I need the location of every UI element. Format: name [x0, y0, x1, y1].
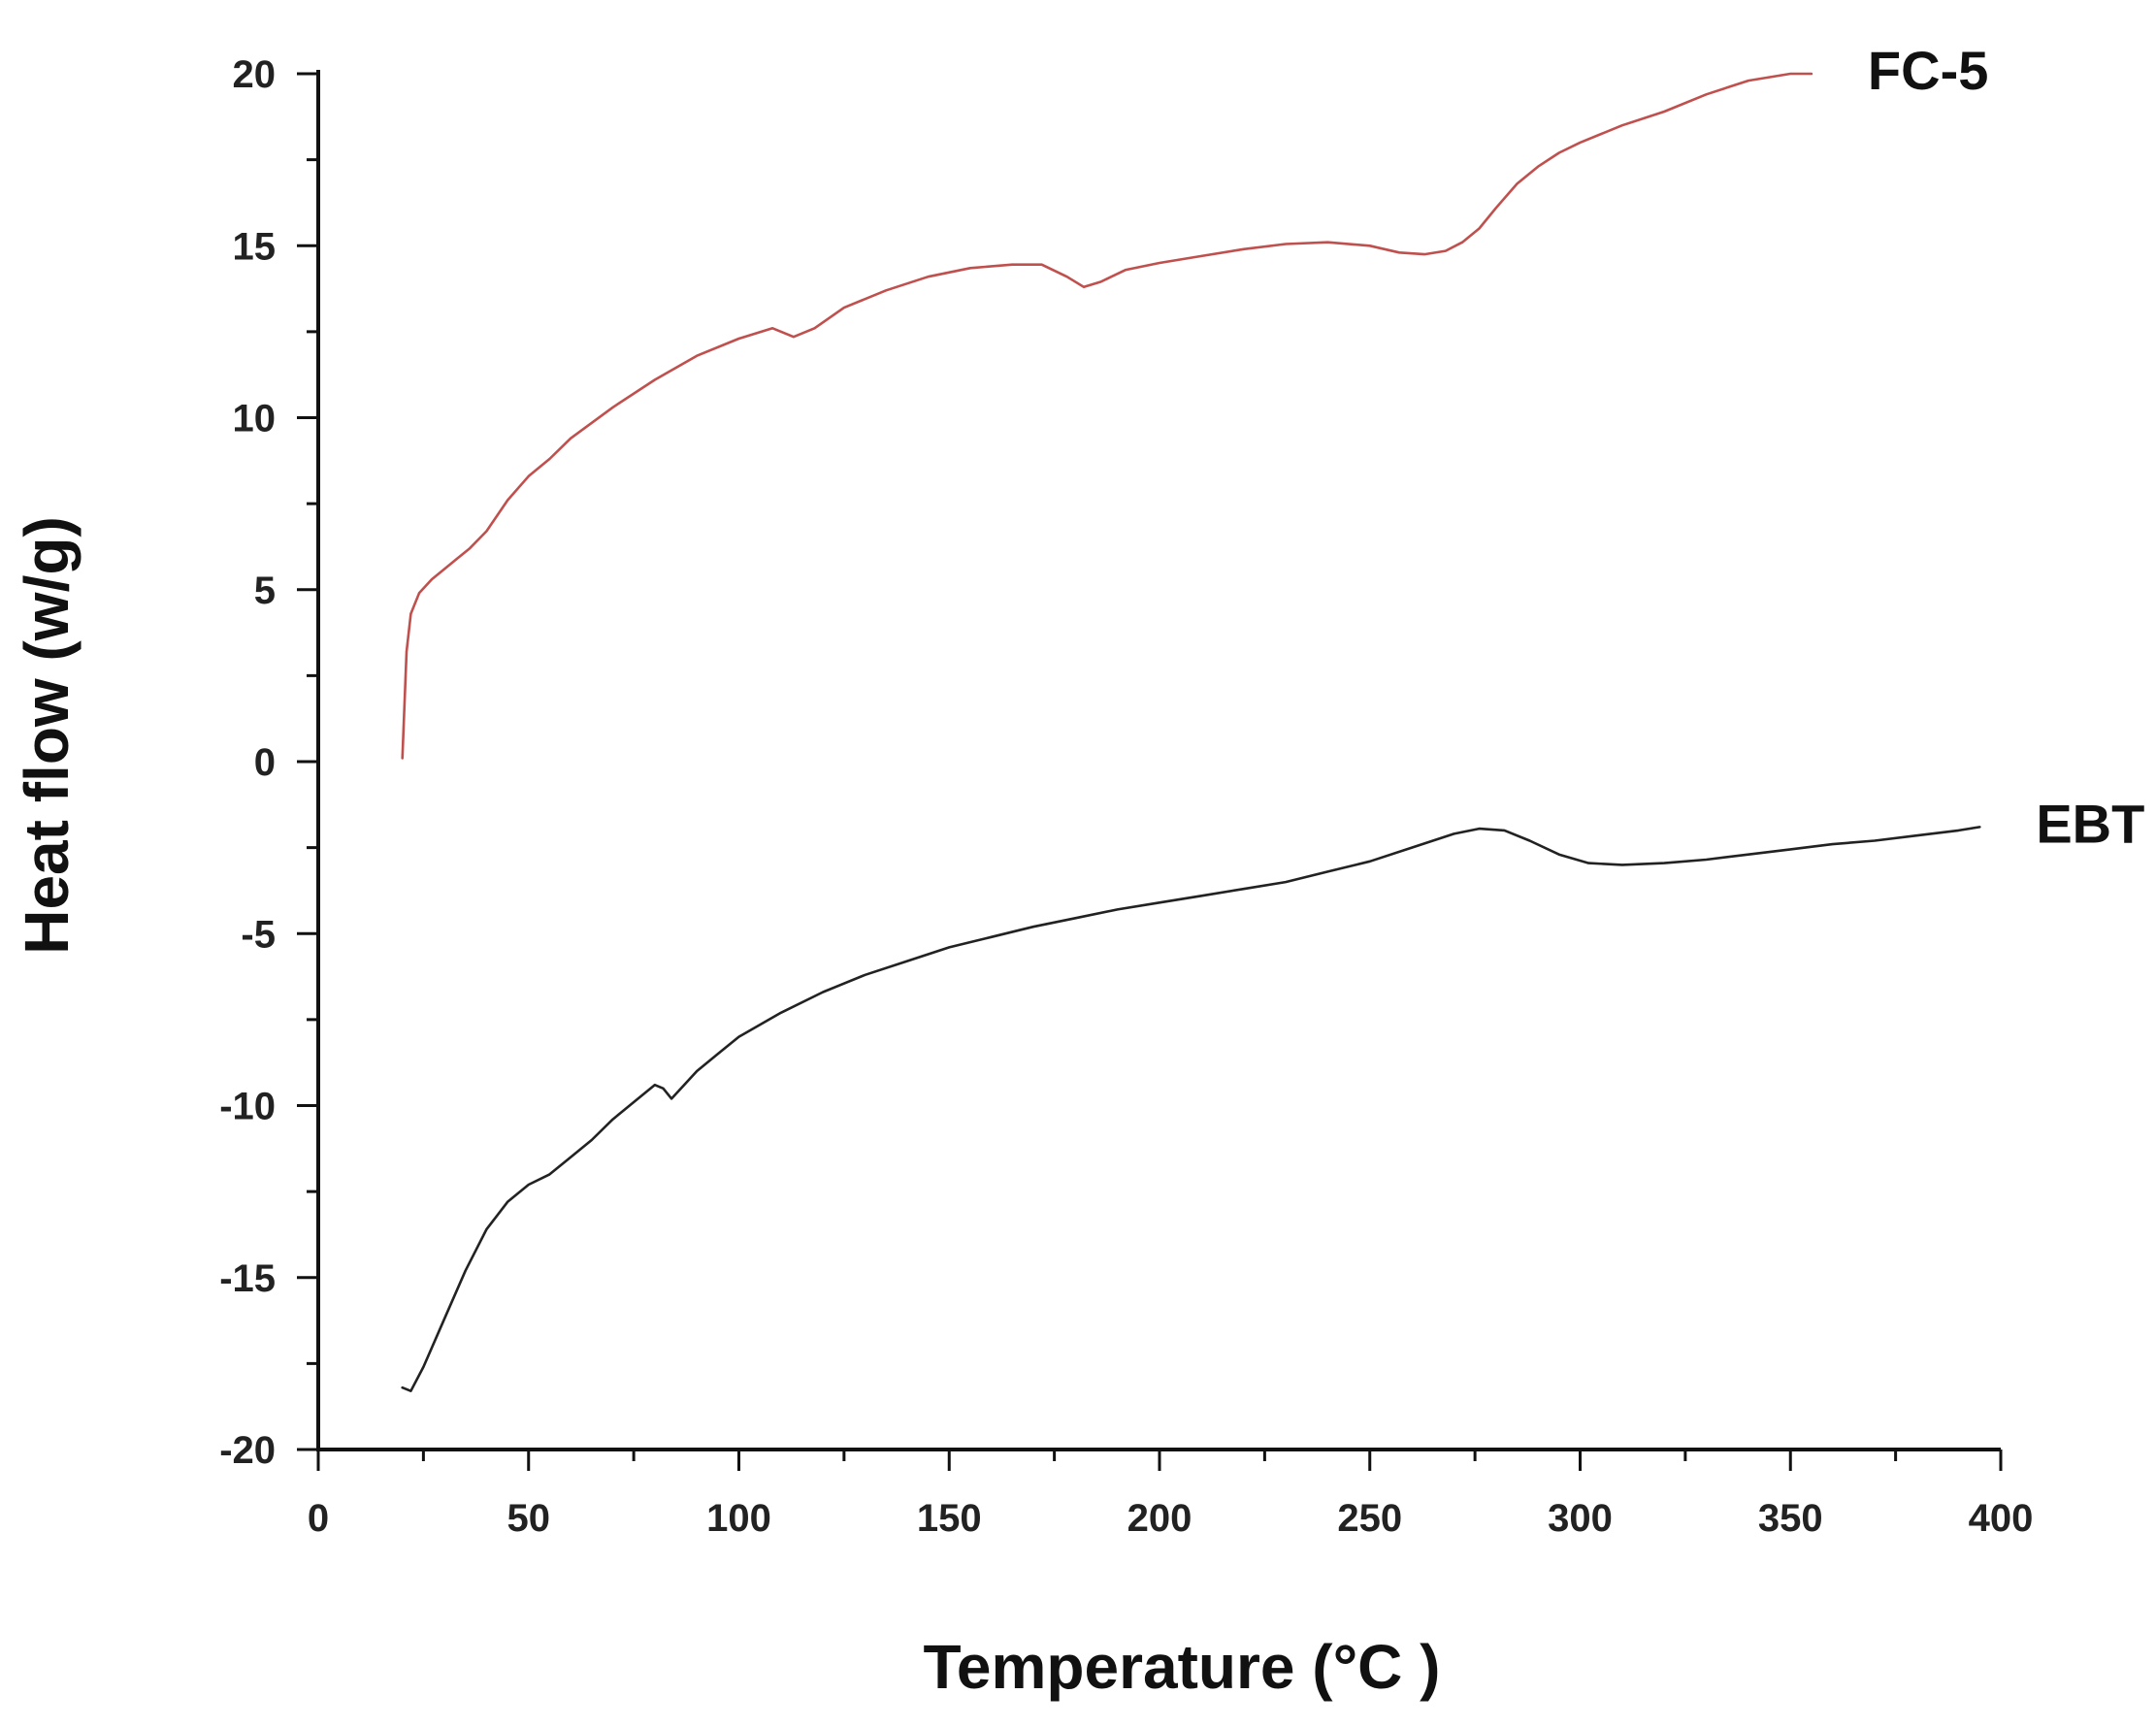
series-label-fc-5: FC-5	[1868, 40, 1988, 101]
y-tick-label: 0	[254, 741, 276, 784]
x-tick-label: 300	[1548, 1497, 1613, 1540]
y-tick-label: 15	[233, 225, 277, 268]
x-tick-label: 400	[1969, 1497, 2034, 1540]
series-line-fc-5	[401, 72, 1813, 760]
x-axis-title: Temperature (°C )	[924, 1632, 1441, 1702]
x-tick-label: 150	[917, 1497, 982, 1540]
y-tick-label: 10	[233, 398, 277, 440]
series-labels: FC-5 EBT	[1868, 40, 2144, 854]
x-tick-label: 50	[507, 1497, 551, 1540]
series-label-ebt: EBT	[2036, 793, 2144, 854]
y-tick-label: -15	[219, 1257, 276, 1300]
x-tick-label: 250	[1337, 1497, 1402, 1540]
y-tick-label: -20	[219, 1429, 276, 1472]
x-tick-label: 200	[1127, 1497, 1192, 1540]
y-tick-label: -10	[219, 1086, 276, 1128]
x-tick-label: 100	[706, 1497, 771, 1540]
series-line-ebt	[401, 826, 1981, 1392]
x-tick-label: 0	[308, 1497, 329, 1540]
y-tick-label: -5	[241, 913, 276, 956]
x-tick-label: 350	[1758, 1497, 1823, 1540]
plot-lines	[401, 72, 1981, 1392]
y-tick-label: 20	[233, 53, 277, 96]
y-tick-label: 5	[254, 570, 276, 612]
y-axis-title: Heat flow (w/g)	[12, 516, 82, 955]
axes: 0 50 100 150 200 250 300 350 400 -20 -15 -10 -5 0 5 10 1…	[219, 53, 2033, 1540]
